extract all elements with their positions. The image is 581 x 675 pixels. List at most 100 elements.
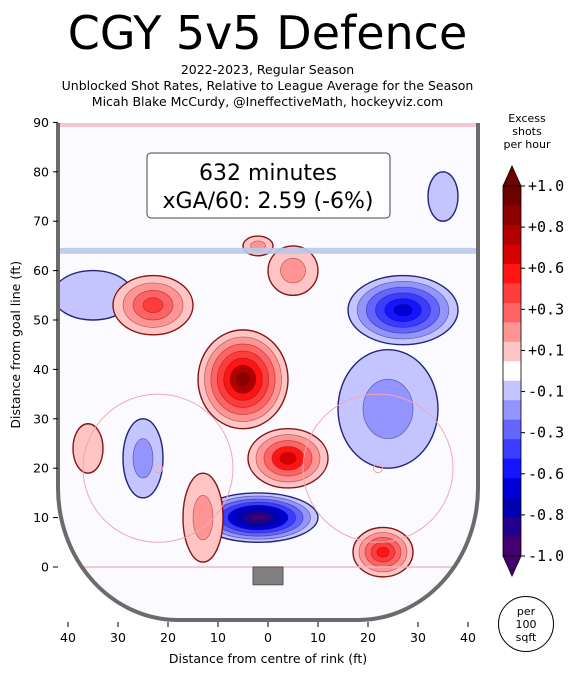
summary-box: 632 minutes xGA/60: 2.59 (-6%) xyxy=(146,152,391,219)
colorbar-segment xyxy=(503,341,521,362)
colorbar-segment xyxy=(503,517,521,537)
colorbar-segment xyxy=(503,263,521,284)
colorbar-frame xyxy=(502,185,522,557)
x-tick-label: 20 xyxy=(160,630,176,645)
y-tick-label: 90 xyxy=(33,115,49,130)
red-line xyxy=(58,123,478,127)
colorbar-segment xyxy=(503,458,521,479)
colorbar-tick-label: +0.1 xyxy=(528,341,564,359)
colorbar-segment xyxy=(503,283,521,304)
heat-contour xyxy=(192,495,214,541)
colorbar-segment xyxy=(503,419,521,440)
x-tick-label: 30 xyxy=(110,630,126,645)
y-tick-label: 20 xyxy=(33,461,49,476)
x-tick-label: 40 xyxy=(60,630,76,645)
colorbar-segment xyxy=(503,439,521,460)
x-tick-label: 40 xyxy=(460,630,476,645)
colorbar: +1.0 +0.8 +0.6 +0.3 +0.1 -0.1 -0.3 -0.6 -0.8 -1.0 xyxy=(502,165,564,577)
colorbar-top-arrow xyxy=(502,165,522,187)
y-tick-label: 70 xyxy=(33,214,49,229)
x-axis-label: Distance from centre of rink (ft) xyxy=(169,651,367,666)
chart-subtitle: 2022-2023, Regular Season Unblocked Shot… xyxy=(0,62,535,110)
x-tick-label: 30 xyxy=(410,630,426,645)
y-tick-label: 10 xyxy=(33,510,49,525)
colorbar-title-line: per hour xyxy=(503,138,551,151)
colorbar-tick-label: +0.3 xyxy=(528,300,564,318)
heat-contour xyxy=(362,378,414,439)
per-unit-line: sqft xyxy=(515,630,537,644)
subtitle-author: Micah Blake McCurdy, @IneffectiveMath, h… xyxy=(91,94,444,109)
heat-contour xyxy=(376,546,390,558)
heat-contour xyxy=(393,304,413,317)
colorbar-segment xyxy=(503,322,521,343)
subtitle-season: 2022-2023, Regular Season xyxy=(180,62,355,77)
colorbar-title-line: Excess xyxy=(508,112,546,125)
heat-blob xyxy=(122,418,164,499)
y-tick-label: 50 xyxy=(33,313,49,328)
colorbar-tick-label: +0.6 xyxy=(528,259,564,277)
heat-contour xyxy=(236,371,250,387)
colorbar-tick-label: -0.3 xyxy=(528,424,564,442)
colorbar-bottom-arrow xyxy=(502,555,522,577)
colorbar-segment xyxy=(503,400,521,421)
heat-contour xyxy=(142,297,164,313)
x-tick-label: 20 xyxy=(360,630,376,645)
faceoff-circle xyxy=(302,393,454,543)
colorbar-title-line: shots xyxy=(512,125,542,138)
faceoff-circle xyxy=(82,393,234,543)
y-tick-label: 0 xyxy=(41,560,49,575)
colorbar-tick-label: +0.8 xyxy=(528,218,564,236)
y-axis-label: Distance from goal line (ft) xyxy=(8,261,23,429)
colorbar-tick-label: +1.0 xyxy=(528,177,564,195)
x-tick-label: 10 xyxy=(210,630,226,645)
colorbar-tick-label: -0.8 xyxy=(528,506,564,524)
colorbar-tick-label: -0.1 xyxy=(528,383,564,401)
chart-title: CGY 5v5 Defence xyxy=(67,6,468,60)
colorbar-tick-label: -0.6 xyxy=(528,465,564,483)
heat-blob xyxy=(197,329,289,430)
x-tick-label: 10 xyxy=(310,630,326,645)
subtitle-description: Unblocked Shot Rates, Relative to League… xyxy=(61,78,474,93)
heat-contour xyxy=(72,423,104,474)
faceoff-dot xyxy=(373,463,383,474)
colorbar-segment xyxy=(503,224,521,245)
y-tick-label: 60 xyxy=(33,263,49,278)
goal-net xyxy=(252,566,284,586)
heat-blob xyxy=(247,427,329,489)
heat-contour xyxy=(132,438,154,479)
chart-axes: 0 10 20 30 40 50 60 70 80 90 40 30 20 10 0 10 20 30 40 Dist… xyxy=(8,115,476,666)
heat-blob xyxy=(427,171,459,222)
blue-line xyxy=(58,247,478,254)
rink-markings xyxy=(58,123,478,586)
colorbar-segment xyxy=(503,361,521,382)
colorbar-segment xyxy=(503,497,521,518)
colorbar-segment xyxy=(503,302,521,323)
y-tick-label: 40 xyxy=(33,362,49,377)
per-unit-line: per xyxy=(516,604,536,618)
heat-blob xyxy=(112,274,194,336)
heat-blob xyxy=(347,274,459,346)
per-unit-badge: per 100 sqft xyxy=(498,596,554,652)
heat-blob xyxy=(267,245,319,297)
heat-blob xyxy=(352,526,414,578)
colorbar-segment xyxy=(503,186,521,206)
heat-blob xyxy=(72,423,104,474)
heat-contour xyxy=(250,514,266,522)
heat-blob xyxy=(197,492,319,543)
per-unit-line: 100 xyxy=(515,617,537,631)
xga-text: xGA/60: 2.59 (-6%) xyxy=(163,189,374,214)
colorbar-title: Excess shots per hour xyxy=(498,112,556,151)
colorbar-segment xyxy=(503,380,521,401)
colorbar-segment xyxy=(503,536,521,557)
colorbar-segment xyxy=(503,478,521,498)
colorbar-segment xyxy=(503,205,521,226)
rink-boards xyxy=(56,123,480,622)
heat-contour xyxy=(427,171,459,222)
y-tick-label: 80 xyxy=(33,164,49,179)
colorbar-segment xyxy=(503,244,521,265)
heat-blob xyxy=(182,472,224,563)
x-tick-label: 0 xyxy=(264,630,272,645)
minutes-text: 632 minutes xyxy=(199,161,337,186)
y-tick-label: 30 xyxy=(33,411,49,426)
